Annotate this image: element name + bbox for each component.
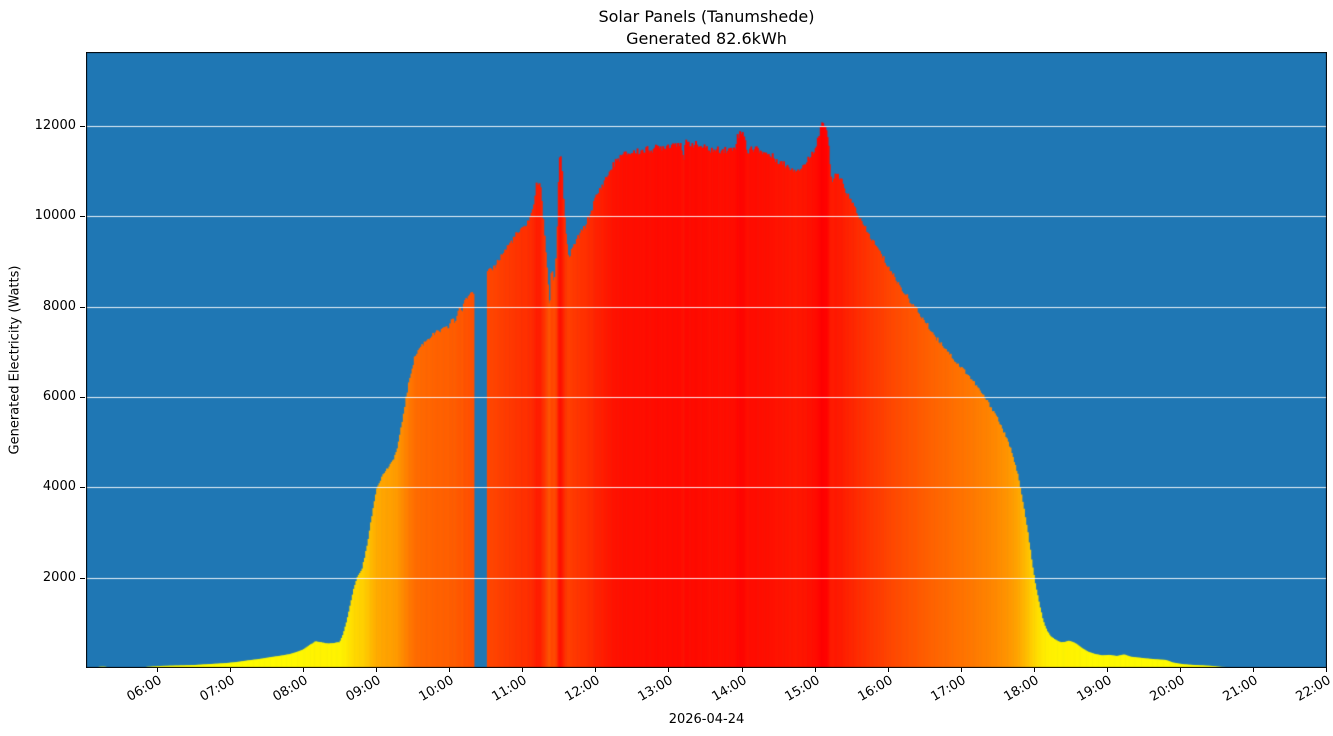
x-tick-mark: [303, 668, 304, 672]
y-tick-mark: [80, 307, 85, 308]
y-tick-mark: [80, 126, 85, 127]
x-tick-mark: [961, 668, 962, 672]
y-tick-mark: [80, 578, 85, 579]
y-tick-label: 10000: [34, 208, 76, 223]
chart-title: Solar Panels (Tanumshede) Generated 82.6…: [86, 6, 1327, 50]
x-tick-mark: [230, 668, 231, 672]
x-tick-mark: [376, 668, 377, 672]
y-tick-mark: [80, 487, 85, 488]
x-tick-mark: [742, 668, 743, 672]
x-tick-mark: [157, 668, 158, 672]
x-tick-mark: [1034, 668, 1035, 672]
x-tick-mark: [1326, 668, 1327, 672]
y-tick-label: 2000: [42, 570, 76, 585]
plot-area: [86, 52, 1327, 668]
y-axis-label: Generated Electricity (Watts): [7, 265, 23, 455]
x-tick-mark: [888, 668, 889, 672]
x-tick-mark: [595, 668, 596, 672]
x-tick-mark: [522, 668, 523, 672]
x-axis-label: 2026-04-24: [668, 712, 745, 727]
x-tick-mark: [1253, 668, 1254, 672]
y-tick-label: 6000: [42, 389, 76, 404]
chart-title-line2: Generated 82.6kWh: [626, 29, 787, 48]
x-tick-mark: [449, 668, 450, 672]
y-tick-mark: [80, 216, 85, 217]
y-tick-label: 4000: [42, 479, 76, 494]
y-tick-label: 8000: [42, 299, 76, 314]
x-tick-mark: [1107, 668, 1108, 672]
x-tick-mark: [668, 668, 669, 672]
x-tick-mark: [815, 668, 816, 672]
y-tick-mark: [80, 397, 85, 398]
y-tick-label: 12000: [34, 118, 76, 133]
x-tick-mark: [1180, 668, 1181, 672]
chart-title-line1: Solar Panels (Tanumshede): [598, 7, 815, 26]
